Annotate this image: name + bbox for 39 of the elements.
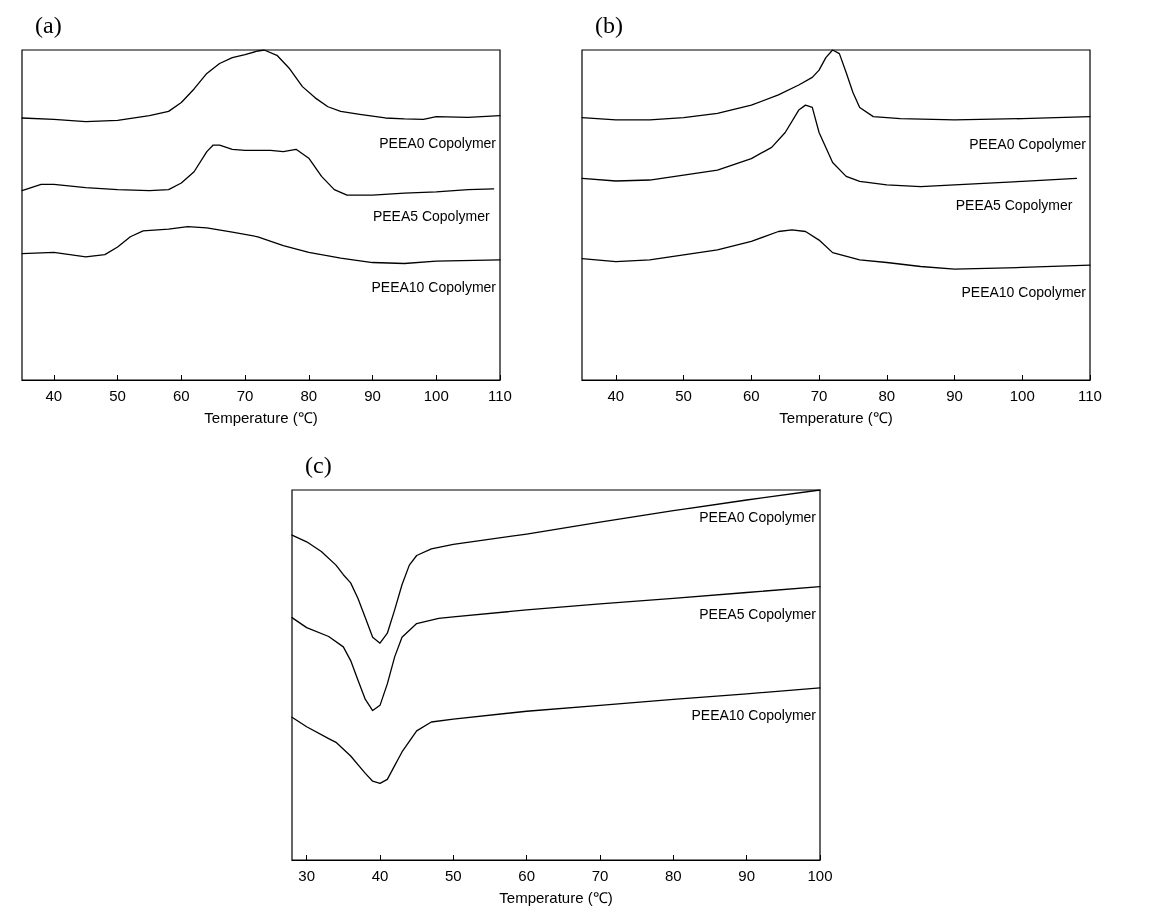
x-tick-label: 100 — [1009, 387, 1035, 404]
x-axis-title: Temperature (℃) — [204, 409, 318, 426]
series-label: PEEA10 Copolymer — [961, 284, 1087, 301]
x-tick-label: 40 — [607, 387, 625, 404]
x-tick-label: 70 — [236, 387, 254, 404]
x-tick-label: 80 — [664, 867, 682, 884]
series-label: PEEA0 Copolymer — [379, 134, 497, 151]
series-label: PEEA10 Copolymer — [371, 278, 497, 295]
x-tick-label: 110 — [488, 387, 512, 404]
series-label: PEEA0 Copolymer — [699, 509, 817, 525]
x-tick-label: 100 — [423, 387, 449, 404]
x-tick-label: 80 — [300, 387, 318, 404]
x-tick-label: 90 — [738, 867, 756, 884]
series-label: PEEA5 Copolymer — [699, 605, 817, 622]
x-tick-label: 50 — [444, 867, 462, 884]
x-tick-label: 80 — [878, 387, 896, 404]
chart-title: (c) — [305, 452, 332, 478]
x-tick-label: 100 — [807, 867, 833, 884]
x-tick-label: 50 — [675, 387, 692, 404]
series-label: PEEA5 Copolymer — [372, 207, 490, 224]
x-tick-label: 60 — [742, 387, 760, 404]
chart-title: (a) — [35, 12, 62, 38]
x-tick-label: 90 — [946, 387, 963, 404]
x-tick-label: 90 — [364, 387, 381, 404]
x-axis-title: Temperature (℃) — [779, 409, 893, 426]
x-tick-label: 60 — [518, 867, 536, 884]
x-tick-label: 110 — [1078, 387, 1102, 404]
x-tick-label: 40 — [45, 387, 63, 404]
x-tick-label: 70 — [591, 867, 609, 884]
x-tick-label: 50 — [109, 387, 126, 404]
x-tick-label: 70 — [810, 387, 828, 404]
x-tick-label: 60 — [172, 387, 190, 404]
x-tick-label: 40 — [371, 867, 389, 884]
series-label: PEEA0 Copolymer — [969, 135, 1087, 152]
x-axis-title: Temperature (℃) — [499, 889, 613, 906]
x-tick-label: 30 — [298, 867, 316, 884]
series-label: PEEA5 Copolymer — [955, 197, 1073, 214]
series-label: PEEA10 Copolymer — [691, 706, 817, 723]
chart-title: (b) — [595, 12, 623, 38]
